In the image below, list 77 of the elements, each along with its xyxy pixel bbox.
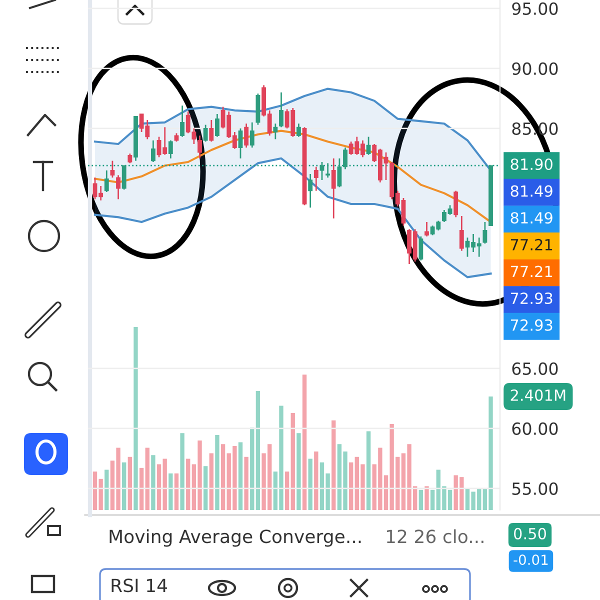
candlestick (209, 119, 214, 142)
candlestick (454, 190, 458, 218)
candlestick (250, 122, 254, 148)
bar (180, 433, 184, 510)
candlestick (238, 128, 243, 160)
bar (256, 391, 260, 510)
text: Moving Average Converge... (110, 529, 361, 547)
y-tick-label: 95.00 (512, 2, 558, 15)
bar (430, 490, 435, 510)
candlestick (128, 152, 132, 164)
text: 81.49 (510, 185, 552, 197)
candlestick (424, 221, 429, 238)
text: 2.401M (510, 389, 566, 401)
candlestick (116, 174, 120, 200)
bar (424, 486, 429, 510)
bar (168, 473, 173, 510)
bar (186, 458, 190, 510)
y-tick-label: 60.00 (512, 422, 558, 435)
candlestick (273, 122, 278, 140)
candlestick (418, 236, 424, 262)
candlestick (122, 164, 126, 190)
bar (151, 455, 156, 510)
bar (174, 473, 179, 510)
text: RSI 14 (112, 578, 168, 592)
bar (215, 434, 220, 510)
bar (284, 472, 290, 510)
candlestick (180, 104, 185, 138)
candlestick (482, 221, 488, 244)
y-tick-label: 90.00 (512, 62, 558, 75)
bar (145, 448, 150, 510)
bar (104, 470, 109, 510)
candlestick (198, 134, 202, 160)
bar (238, 442, 243, 510)
candlestick (168, 140, 173, 160)
candlestick (326, 162, 330, 178)
bar (250, 428, 254, 510)
bar (128, 456, 132, 510)
candlestick (203, 124, 208, 142)
candlestick (459, 215, 464, 252)
bar (296, 433, 301, 510)
text: 72.93 (510, 292, 552, 304)
candlestick (150, 140, 156, 163)
text: 81.49 (510, 212, 552, 224)
candlestick (296, 122, 301, 138)
bar (134, 327, 138, 510)
y-tick-label: 55.00 (512, 482, 558, 495)
text: 77.21 (510, 266, 552, 278)
bar (418, 490, 424, 510)
bar (220, 444, 226, 510)
candlestick (110, 160, 115, 178)
bar (203, 466, 208, 510)
candlestick (279, 92, 284, 128)
bar (122, 462, 126, 510)
candlestick (331, 158, 336, 220)
bar (244, 456, 248, 510)
candlestick (215, 113, 220, 138)
bar (308, 458, 312, 510)
candlestick (244, 122, 249, 148)
bar (290, 413, 295, 510)
candlestick (308, 173, 313, 208)
candlestick (314, 166, 318, 192)
candlestick (366, 136, 371, 156)
bar (139, 468, 144, 510)
bar (332, 420, 336, 510)
text: 77.21 (510, 238, 552, 250)
y-tick-label: 65.00 (512, 362, 558, 375)
candlestick (104, 170, 109, 193)
text: -0.01 (514, 554, 548, 566)
bar (209, 453, 214, 510)
text: 72.93 (510, 319, 552, 331)
ref-line-label: 81.90 (510, 158, 552, 170)
text: 12 26 clo... (386, 529, 484, 544)
bar (366, 431, 371, 510)
bar (314, 451, 318, 510)
bar (302, 374, 307, 510)
bar (348, 462, 354, 510)
text: 0.50 (514, 528, 546, 540)
